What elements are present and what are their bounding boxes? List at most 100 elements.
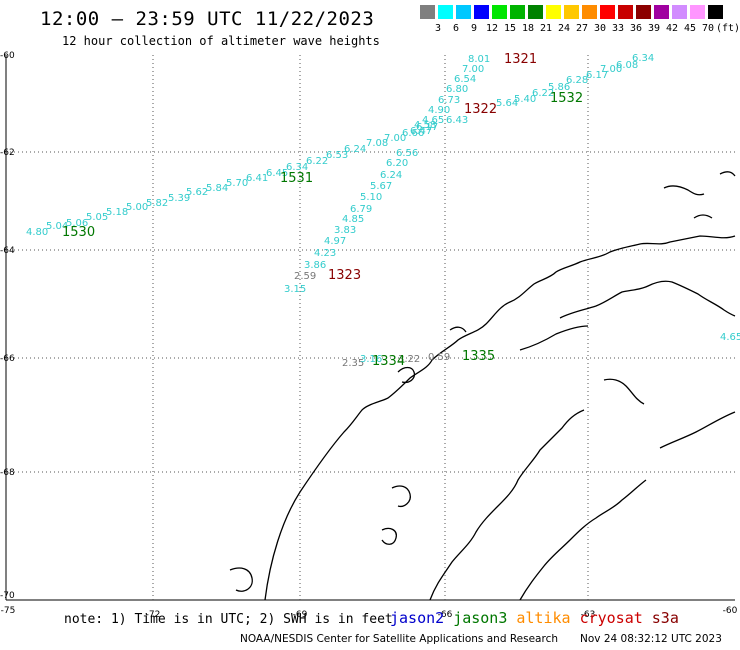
swh-value: 5.82 (146, 198, 168, 209)
swh-value: 4.90 (428, 105, 450, 116)
swh-value: 6.73 (438, 95, 460, 106)
generated-timestamp: Nov 24 08:32:12 UTC 2023 (580, 633, 722, 645)
swh-value: 5.18 (106, 207, 128, 218)
swh-value: 6.54 (454, 74, 476, 85)
legend-swatch (672, 5, 687, 19)
legend-label: 33 (611, 23, 625, 34)
swh-value: 8.01 (468, 54, 490, 65)
swh-value: 6.24 (380, 170, 402, 181)
lat-tick-label: -64 (0, 246, 15, 256)
legend-swatch (690, 5, 705, 19)
swh-value: 3.83 (334, 225, 356, 236)
legend-unit: (ft) (716, 23, 740, 34)
swh-value: 4.65 (720, 332, 740, 343)
legend-label: 39 (647, 23, 661, 34)
pass-id-label: 1530 (62, 225, 95, 240)
lon-tick-label: -72 (146, 610, 161, 620)
swh-value: 4.85 (342, 214, 364, 225)
legend-swatch (618, 5, 633, 19)
legend-label: 18 (521, 23, 535, 34)
legend-label: 36 (629, 23, 643, 34)
swh-value: 6.17 (586, 70, 608, 81)
legend-label: 21 (539, 23, 553, 34)
legend-label: 12 (485, 23, 499, 34)
swh-value: 5.67 (370, 181, 392, 192)
lon-tick-label: -75 (1, 606, 16, 616)
lat-tick-label: -62 (0, 148, 15, 158)
swh-value: 6.41 (246, 173, 268, 184)
legend-label: 24 (557, 23, 571, 34)
frame (5, 55, 735, 601)
legend-swatch (510, 5, 525, 19)
satellite-jason2: jason2 (390, 609, 445, 627)
swh-value: 2.35 (342, 358, 364, 369)
swh-value: 7.00 (600, 64, 622, 75)
footnote: note: 1) Time is in UTC; 2) SWH is in fe… (64, 612, 393, 627)
swh-value: 4.58 (414, 120, 436, 131)
pass-id-label: 1532 (550, 91, 583, 106)
legend-label: 45 (683, 23, 697, 34)
legend-swatch (708, 5, 723, 19)
swh-value: 5.70 (226, 178, 248, 189)
pass-id-label: 1322 (464, 102, 497, 117)
lon-tick-label: -60 (723, 606, 738, 616)
coastline (229, 171, 736, 601)
swh-value: 5.86 (548, 82, 570, 93)
swh-value: 5.62 (186, 187, 208, 198)
legend-swatch (474, 5, 489, 19)
legend-swatch (528, 5, 543, 19)
legend-swatch (636, 5, 651, 19)
swh-value: 6.79 (350, 204, 372, 215)
satellite-s3a: s3a (651, 609, 679, 627)
satellite-cryosat: cryosat (579, 609, 643, 627)
pass-id-label: 1531 (280, 171, 313, 186)
swh-value: 5.00 (126, 202, 148, 213)
swh-value: 3.15 (284, 284, 306, 295)
lon-tick-label: -63 (581, 610, 596, 620)
swh-value: 3.16 (360, 354, 382, 365)
swh-value: 6.24 (344, 144, 366, 155)
swh-value: 5.40 (514, 94, 536, 105)
legend-swatch (456, 5, 471, 19)
swh-value: 7.08 (366, 138, 388, 149)
swh-value: 6.66 (402, 128, 424, 139)
swh-value: 6.43 (446, 115, 468, 126)
swh-value: 4.23 (314, 248, 336, 259)
swh-value: 6.22 (532, 88, 554, 99)
legend-swatch (438, 5, 453, 19)
map-title: 12:00 — 23:59 UTC 11/22/2023 (40, 8, 375, 30)
swh-value: 5.06 (66, 218, 88, 229)
swh-value: 6.56 (396, 148, 418, 159)
swh-value: 5.10 (360, 192, 382, 203)
legend-swatch (546, 5, 561, 19)
swh-value: 6.47 (410, 126, 432, 137)
swh-value: 6.20 (386, 158, 408, 169)
swh-value: 6.34 (632, 53, 654, 64)
swh-value: 6.08 (616, 60, 638, 71)
swh-value: 6.22 (306, 156, 328, 167)
legend-swatch (492, 5, 507, 19)
legend-swatch (600, 5, 615, 19)
pass-id-label: 1334 (372, 354, 405, 369)
swh-value: 4.97 (324, 236, 346, 247)
swh-value: 3.22 (398, 354, 420, 365)
swh-value: 6.45 (266, 168, 288, 179)
swh-value: 4.80 (26, 227, 48, 238)
graticule (6, 55, 735, 600)
swh-value: 7.00 (384, 133, 406, 144)
lat-tick-label: -68 (0, 468, 15, 478)
axis-labels: -75 -72 -69 -66 -63 -60 -60 -62 -64 -66 -68 -70 (0, 51, 738, 620)
legend-label: 9 (470, 23, 478, 34)
satellite-altika: altika (516, 609, 571, 627)
satellite-legend: jason2 jason3 altika cryosat s3a (390, 609, 688, 627)
lon-tick-label: -69 (293, 610, 308, 620)
lat-tick-label: -70 (0, 591, 15, 601)
swh-value: 5.84 (206, 183, 228, 194)
swh-value: 7.00 (462, 64, 484, 75)
swh-value: 6.17 (416, 122, 438, 133)
credit-line: NOAA/NESDIS Center for Satellite Applica… (240, 633, 558, 645)
legend-label: 30 (593, 23, 607, 34)
legend-label: 6 (452, 23, 460, 34)
swh-value: 5.05 (86, 212, 108, 223)
